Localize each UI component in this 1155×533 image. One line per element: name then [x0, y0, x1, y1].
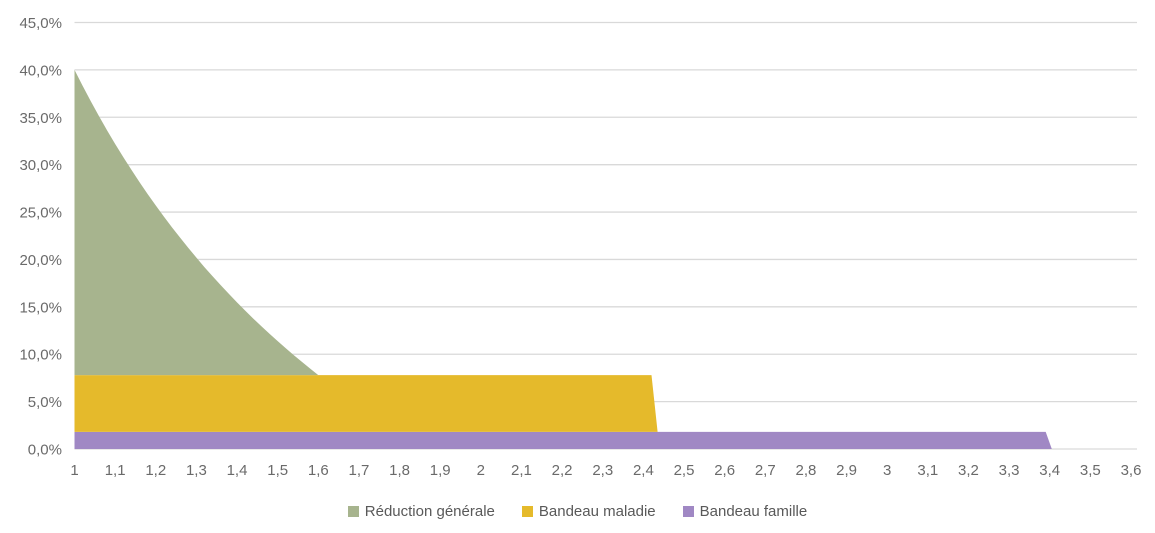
y-axis-tick-label: 35,0% [19, 110, 62, 127]
x-axis-tick-label: 1,8 [389, 462, 410, 479]
x-axis-tick-label: 2,5 [674, 462, 695, 479]
y-axis-tick-label: 0,0% [28, 442, 62, 459]
series-area-bandeau-maladie [74, 375, 658, 432]
x-axis-tick-label: 2,9 [836, 462, 857, 479]
x-axis-tick-label: 1,2 [145, 462, 166, 479]
x-axis-tick-label: 2,7 [755, 462, 776, 479]
legend-item-bandeau-famille: Bandeau famille [682, 503, 808, 520]
x-axis-tick-label: 1,1 [105, 462, 126, 479]
legend-label-bandeau-maladie: Bandeau maladie [538, 503, 656, 520]
x-axis-tick-label: 2,6 [714, 462, 735, 479]
legend-swatch-reduction-generale [347, 506, 359, 517]
x-axis-tick-label: 1,6 [308, 462, 329, 479]
x-axis-tick-label: 2,8 [795, 462, 816, 479]
x-axis-tick-label: 3,6 [1121, 462, 1142, 479]
x-axis-tick-label: 1,3 [186, 462, 207, 479]
chart-legend: Réduction générale Bandeau maladie Bandeau… [0, 503, 1155, 520]
y-axis-tick-label: 30,0% [19, 157, 62, 174]
x-axis-tick-label: 3,5 [1080, 462, 1101, 479]
series-area-bandeau-famille [74, 431, 1052, 449]
x-axis-tick-label: 3,2 [958, 462, 979, 479]
legend-label-bandeau-famille: Bandeau famille [699, 503, 808, 520]
legend-item-reduction-generale: Réduction générale [347, 503, 495, 520]
x-axis-tick-label: 3,1 [917, 462, 938, 479]
x-axis-tick-label: 2,2 [552, 462, 573, 479]
y-axis-tick-label: 5,0% [28, 394, 62, 411]
x-axis-tick-label: 1,5 [267, 462, 288, 479]
y-axis-tick-label: 45,0% [19, 15, 62, 32]
x-axis-tick-label: 2,4 [633, 462, 654, 479]
legend-item-bandeau-maladie: Bandeau maladie [521, 503, 656, 520]
x-axis-tick-label: 1,4 [227, 462, 248, 479]
x-axis-tick-label: 2,3 [592, 462, 613, 479]
x-axis-tick-label: 1,7 [349, 462, 370, 479]
y-axis-tick-label: 40,0% [19, 62, 62, 79]
x-axis-tick-label: 3 [883, 462, 891, 479]
x-axis-tick-label: 3,4 [1039, 462, 1060, 479]
y-axis-tick-label: 15,0% [19, 299, 62, 316]
x-axis-tick-label: 2,1 [511, 462, 532, 479]
y-axis-tick-label: 10,0% [19, 347, 62, 364]
x-axis-tick-label: 1 [70, 462, 78, 479]
y-axis-tick-label: 20,0% [19, 252, 62, 269]
x-axis-tick-label: 3,3 [999, 462, 1020, 479]
x-axis-tick-label: 1,9 [430, 462, 451, 479]
y-axis-tick-label: 25,0% [19, 205, 62, 222]
legend-label-reduction-generale: Réduction générale [364, 503, 495, 520]
x-axis-tick-label: 2 [477, 462, 485, 479]
series-area-reduction-generale [74, 69, 319, 376]
legend-swatch-bandeau-famille [682, 506, 694, 517]
legend-swatch-bandeau-maladie [521, 506, 533, 517]
